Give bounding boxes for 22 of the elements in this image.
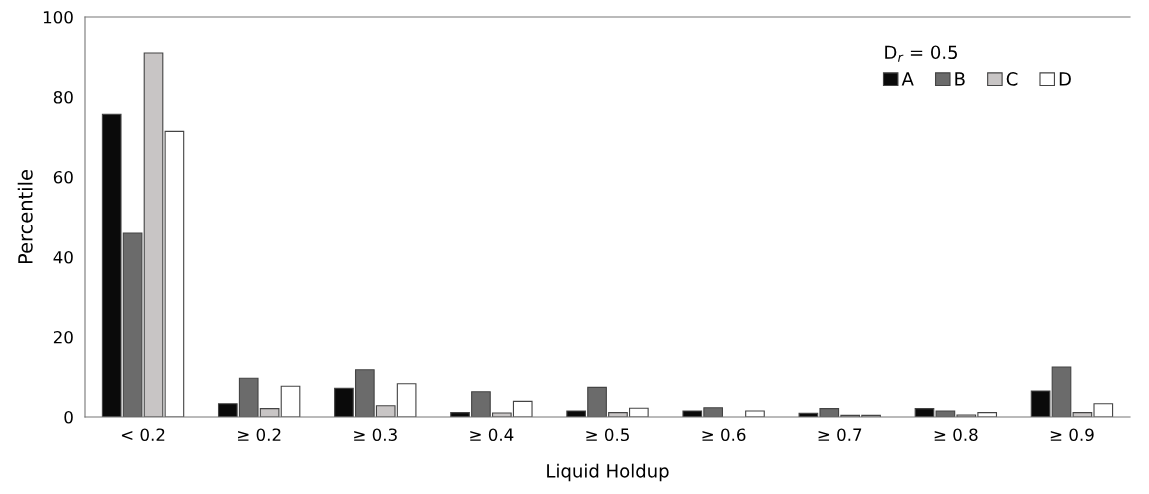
y-tick-label: 40 [53,250,73,264]
legend-title: D$_{r}$ = 0.5 [885,45,957,62]
x-tick-label: ≥ 0.3 [354,428,397,442]
x-tick-label: ≥ 0.6 [702,428,746,442]
x-tick-label: ≥ 0.9 [1050,428,1094,442]
x-tick-label: ≥ 0.4 [470,428,514,442]
y-tick-label: 80 [53,90,73,104]
y-axis-title: Percentile [17,170,33,264]
y-tick-label: 0 [64,410,73,424]
x-tick-label: ≥ 0.7 [818,428,862,442]
x-tick-label: < 0.2 [121,428,165,442]
y-tick-label: 100 [43,10,73,24]
y-tick-label: 60 [53,170,73,184]
y-tick-label: 20 [53,330,73,344]
x-tick-label: ≥ 0.2 [238,428,281,442]
legend-label: D [1059,72,1071,86]
x-tick-label: ≥ 0.5 [586,428,629,442]
x-tick-label: ≥ 0.8 [934,428,978,442]
x-axis-title: Liquid Holdup [547,463,669,482]
legend-label: C [1006,72,1018,86]
legend-label: B [955,72,965,86]
legend-label: A [901,72,914,86]
